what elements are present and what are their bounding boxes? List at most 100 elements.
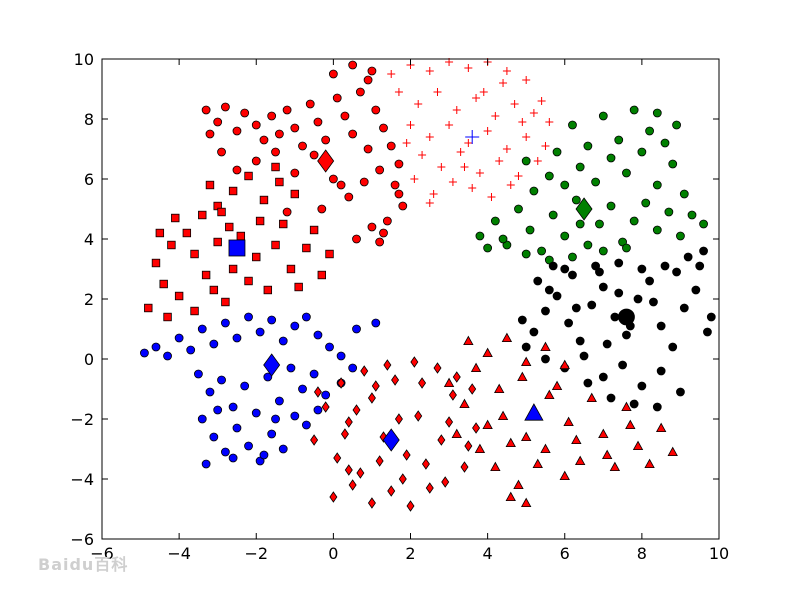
point-s8-31 bbox=[699, 246, 708, 256]
point-s0-39 bbox=[217, 207, 226, 217]
y-tick-label: −2 bbox=[70, 410, 94, 429]
point-s6-40 bbox=[483, 243, 493, 253]
point-s2-40 bbox=[317, 204, 327, 214]
point-s4-12 bbox=[472, 94, 481, 102]
point-s6-36 bbox=[568, 120, 577, 130]
point-s10-9 bbox=[244, 312, 253, 322]
point-s6-14 bbox=[641, 198, 651, 208]
point-s0-15 bbox=[228, 264, 238, 274]
point-s8-39 bbox=[706, 312, 716, 322]
point-s0-6 bbox=[174, 291, 184, 301]
point-s6-44 bbox=[568, 252, 577, 262]
point-s2-44 bbox=[205, 129, 215, 139]
point-s6-38 bbox=[629, 105, 639, 115]
point-s14-1 bbox=[459, 398, 470, 409]
point-s0-12 bbox=[213, 237, 222, 247]
point-s10-46 bbox=[259, 450, 269, 460]
point-s2-10 bbox=[290, 123, 300, 133]
point-s6-39 bbox=[652, 108, 662, 118]
point-s10-24 bbox=[240, 381, 250, 391]
point-s0-11 bbox=[209, 285, 219, 295]
point-s14-19 bbox=[667, 446, 678, 457]
point-s6-49 bbox=[575, 219, 585, 229]
x-tick-label: −4 bbox=[167, 544, 191, 563]
point-s6-19 bbox=[699, 219, 708, 229]
point-s8-23 bbox=[676, 387, 685, 397]
point-s0-18 bbox=[252, 252, 261, 262]
point-s10-42 bbox=[290, 411, 300, 421]
point-s10-1 bbox=[151, 342, 161, 352]
point-s0-10 bbox=[201, 270, 211, 280]
point-s4-11 bbox=[452, 106, 461, 114]
point-s0-28 bbox=[325, 249, 334, 259]
point-s12-16 bbox=[348, 479, 357, 491]
point-s10-26 bbox=[263, 372, 273, 382]
point-s6-10 bbox=[595, 219, 604, 229]
point-s4-33 bbox=[429, 190, 438, 198]
point-s14-32 bbox=[497, 410, 509, 421]
point-s14-26 bbox=[490, 461, 501, 472]
point-s8-41 bbox=[602, 339, 612, 349]
point-s6-16 bbox=[664, 207, 674, 217]
point-s12-12 bbox=[448, 389, 457, 401]
point-s4-27 bbox=[456, 148, 465, 156]
point-s10-10 bbox=[255, 327, 265, 337]
point-s4-17 bbox=[406, 121, 415, 129]
point-s8-7 bbox=[598, 282, 608, 292]
point-s14-27 bbox=[513, 479, 524, 490]
point-s10-28 bbox=[286, 363, 296, 373]
point-s10-44 bbox=[201, 459, 211, 469]
point-s6-7 bbox=[560, 231, 570, 241]
point-s0-32 bbox=[271, 162, 280, 172]
point-s12-34 bbox=[394, 413, 403, 425]
point-s14-16 bbox=[632, 440, 644, 451]
point-s0-4 bbox=[167, 240, 176, 250]
point-s2-12 bbox=[305, 99, 315, 109]
point-s6-23 bbox=[575, 162, 585, 172]
point-s10-40 bbox=[267, 429, 277, 439]
point-s4-31 bbox=[533, 157, 542, 165]
point-s14-5 bbox=[505, 437, 516, 448]
point-s8-9 bbox=[622, 330, 631, 340]
point-s2-20 bbox=[363, 75, 373, 85]
point-s2-13 bbox=[313, 117, 323, 127]
point-s14-20 bbox=[463, 335, 474, 346]
point-s12-18 bbox=[387, 485, 396, 497]
point-s14-11 bbox=[574, 455, 586, 466]
point-s4-25 bbox=[418, 151, 427, 159]
point-s4-16 bbox=[545, 118, 554, 126]
point-s2-22 bbox=[379, 123, 388, 133]
point-s2-42 bbox=[282, 207, 292, 217]
point-s2-3 bbox=[232, 126, 242, 136]
point-s4-34 bbox=[448, 178, 457, 186]
point-s8-44 bbox=[672, 267, 681, 277]
point-s6-28 bbox=[652, 180, 662, 190]
point-s14-34 bbox=[544, 389, 555, 400]
point-s8-18 bbox=[579, 351, 589, 361]
point-s2-43 bbox=[217, 147, 226, 157]
plot-frame bbox=[101, 58, 720, 540]
point-s4-24 bbox=[541, 142, 550, 150]
point-s8-20 bbox=[618, 360, 627, 370]
point-s0-14 bbox=[225, 222, 234, 232]
point-s10-18 bbox=[352, 324, 361, 334]
point-s8-21 bbox=[637, 381, 647, 391]
point-s10-48 bbox=[271, 414, 280, 424]
point-s12-21 bbox=[360, 365, 369, 377]
point-s12-15 bbox=[329, 491, 338, 503]
point-s14-33 bbox=[521, 431, 532, 442]
point-s12-9 bbox=[414, 410, 423, 422]
point-s8-49 bbox=[614, 288, 624, 298]
point-s2-36 bbox=[382, 216, 392, 226]
point-s8-13 bbox=[668, 342, 678, 352]
point-s12-20 bbox=[337, 377, 346, 389]
y-tick-label: 4 bbox=[84, 230, 94, 249]
point-s4-2 bbox=[425, 67, 434, 75]
point-s2-37 bbox=[367, 222, 377, 232]
point-s11-0 bbox=[263, 353, 281, 377]
point-s12-37 bbox=[344, 464, 353, 476]
point-s0-26 bbox=[309, 225, 319, 235]
point-s12-29 bbox=[375, 455, 384, 467]
point-s12-33 bbox=[340, 428, 349, 440]
